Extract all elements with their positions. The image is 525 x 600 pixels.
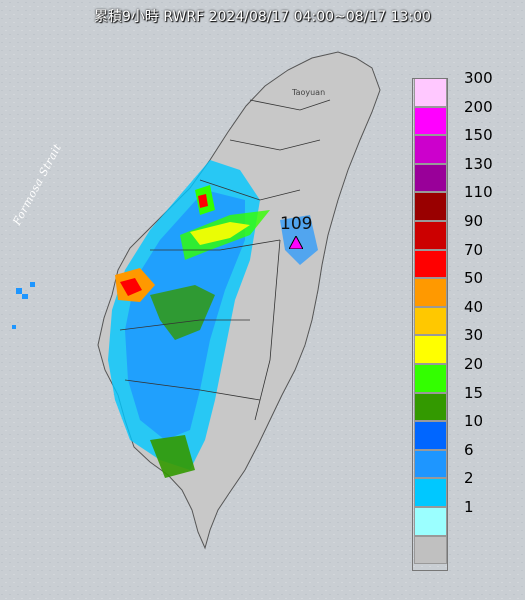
legend-swatch xyxy=(414,163,447,193)
legend-swatch xyxy=(414,306,447,336)
legend-swatch xyxy=(414,78,447,107)
legend-row: 10 xyxy=(412,412,512,450)
legend-label: 200 xyxy=(464,97,493,116)
taoyuan-label: Taoyuan xyxy=(292,88,326,97)
legend-label: 10 xyxy=(464,412,484,431)
legend-row: 40 xyxy=(412,298,512,336)
rain-area-east-blue xyxy=(280,215,318,265)
rain-area-red xyxy=(120,278,142,296)
legend-label: 40 xyxy=(464,297,484,316)
legend-swatch xyxy=(414,535,447,565)
legend-label: 90 xyxy=(464,211,484,230)
legend-row: 130 xyxy=(412,155,512,193)
legend-row: 50 xyxy=(412,269,512,307)
legend-row: 110 xyxy=(412,183,512,221)
legend-swatch xyxy=(414,363,447,393)
legend-swatch xyxy=(414,392,447,422)
legend-swatch xyxy=(414,192,447,221)
county-borders xyxy=(119,99,331,421)
legend-swatch xyxy=(414,335,447,364)
legend-swatch xyxy=(414,478,447,507)
legend-swatch xyxy=(414,249,447,279)
rainfall-legend: 300 200 150 130 110 90 70 50 40 30 20 15 10 6 2 1 xyxy=(412,69,512,565)
legend-row: 6 xyxy=(412,441,512,479)
legend-row: 70 xyxy=(412,241,512,279)
legend-swatch xyxy=(414,278,447,307)
rain-area-green-south xyxy=(150,285,215,340)
max-location-marker-icon xyxy=(289,236,303,249)
legend-swatch xyxy=(414,106,447,136)
legend-row: 200 xyxy=(412,98,512,136)
legend-label: 6 xyxy=(464,440,474,459)
legend-label: 110 xyxy=(464,183,493,202)
legend-swatch xyxy=(414,506,447,536)
legend-row: 15 xyxy=(412,384,512,422)
rain-area-south-green xyxy=(150,435,195,478)
max-rainfall-value: 109 xyxy=(280,214,313,234)
legend-label: 20 xyxy=(464,354,484,373)
legend-label: 15 xyxy=(464,383,484,402)
legend-swatch xyxy=(414,135,447,164)
legend-swatch xyxy=(414,421,447,450)
legend-label: 130 xyxy=(464,154,493,173)
legend-row: 1 xyxy=(412,498,512,536)
legend-label: 2 xyxy=(464,469,474,488)
legend-swatch xyxy=(414,220,447,250)
legend-label: 70 xyxy=(464,240,484,259)
rain-area-yellow xyxy=(190,222,250,245)
legend-label: 150 xyxy=(464,126,493,145)
legend-label: 50 xyxy=(464,269,484,288)
legend-row: 20 xyxy=(412,355,512,393)
legend-label: 30 xyxy=(464,326,484,345)
legend-row: 150 xyxy=(412,126,512,164)
legend-row: 300 xyxy=(412,69,512,107)
legend-label: 1 xyxy=(464,497,474,516)
legend-swatch xyxy=(414,449,447,479)
legend-row: 90 xyxy=(412,212,512,250)
legend-label: 300 xyxy=(464,69,493,87)
rain-area-north-red xyxy=(198,194,208,208)
legend-row: 30 xyxy=(412,326,512,364)
map-title: 累積9小時 RWRF 2024/08/17 04:00~08/17 13:00 xyxy=(94,9,431,25)
penghu-islands xyxy=(12,282,35,329)
legend-row: 2 xyxy=(412,469,512,507)
legend-row xyxy=(412,535,512,565)
